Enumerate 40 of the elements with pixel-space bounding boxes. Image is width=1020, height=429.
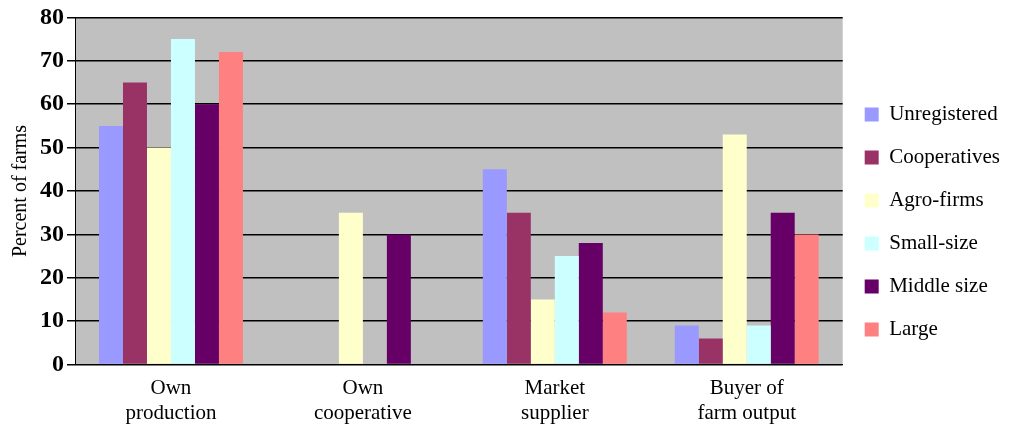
legend-label: Small-size <box>889 230 978 255</box>
bar <box>146 147 171 364</box>
y-tick-label: 10 <box>40 306 64 333</box>
bar <box>794 234 819 364</box>
y-tick-label: 0 <box>52 349 64 376</box>
bar <box>170 39 195 364</box>
bar <box>746 325 771 364</box>
x-tick-label: Own production <box>125 374 217 424</box>
y-tick-label: 40 <box>40 176 64 203</box>
bar <box>530 299 555 364</box>
bar <box>554 256 579 364</box>
bar <box>578 243 603 364</box>
bar <box>770 212 795 364</box>
bar <box>722 134 747 364</box>
bar <box>674 325 699 364</box>
x-tick-label: Buyer of farm output <box>697 374 797 424</box>
legend-label: Cooperatives <box>889 144 1001 169</box>
bar <box>506 212 531 364</box>
y-tick-label: 30 <box>40 219 64 246</box>
bar <box>122 82 147 364</box>
legend-label: Agro-firms <box>889 187 984 212</box>
legend-label: Unregistered <box>889 101 999 126</box>
bar <box>98 125 123 364</box>
x-tick-label: Own cooperative <box>313 374 412 424</box>
bar <box>482 169 507 364</box>
y-tick-label: 70 <box>40 46 64 72</box>
bar <box>218 52 243 364</box>
bar <box>602 312 627 364</box>
bar <box>194 104 219 364</box>
bar <box>338 212 363 364</box>
y-tick-label: 50 <box>40 132 64 159</box>
y-axis-title: Percent of farms <box>8 124 31 258</box>
y-tick-label: 80 <box>40 2 64 29</box>
y-tick-label: 20 <box>40 263 64 289</box>
bar <box>386 234 411 364</box>
legend-label: Large <box>889 316 938 341</box>
x-tick-label: Market supplier <box>520 374 589 424</box>
legend-label: Middle size <box>889 273 988 298</box>
y-tick-label: 60 <box>40 89 64 116</box>
bar <box>698 338 723 364</box>
